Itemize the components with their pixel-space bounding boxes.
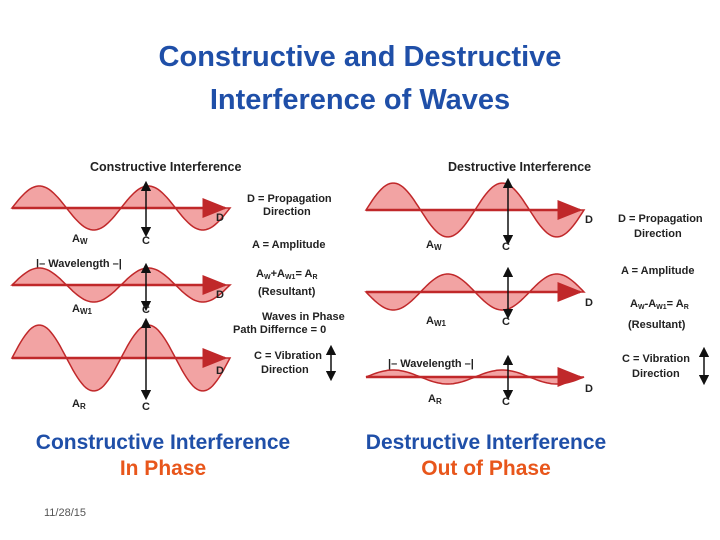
svg-text:A = Amplitude: A = Amplitude: [621, 265, 694, 277]
c-label: C: [502, 241, 510, 253]
destructive-caption-title: Destructive Interference: [365, 431, 607, 454]
destructive-wave-2: AW1 C D: [364, 266, 593, 328]
amplitude-label: AW: [72, 233, 88, 246]
c-label: C: [142, 401, 150, 413]
title-line-1: Constructive and Destructive: [158, 41, 562, 73]
d-label: D: [216, 365, 224, 377]
svg-text:(Resultant): (Resultant): [258, 286, 316, 298]
constructive-wave-1: AW C D: [10, 180, 232, 247]
constructive-caption-title: Constructive Interference: [35, 431, 291, 454]
destructive-panel: Destructive Interference AW C D AW1 C D …: [364, 160, 710, 408]
c-label: C: [142, 304, 150, 316]
svg-text:D = Propagation: D = Propagation: [247, 193, 332, 205]
constructive-wave-3: AR C D: [10, 317, 232, 413]
svg-text:Direction: Direction: [261, 364, 309, 376]
d-label: D: [585, 383, 593, 395]
svg-text:Path Differnce = 0: Path Differnce = 0: [233, 324, 326, 336]
amplitude-label: AW: [426, 239, 442, 252]
svg-text:D = Propagation: D = Propagation: [618, 213, 703, 225]
destructive-caption: Destructive Interference Out of Phase: [352, 430, 620, 482]
svg-text:C = Vibration: C = Vibration: [254, 350, 322, 362]
svg-text:A = Amplitude: A = Amplitude: [252, 239, 325, 251]
constructive-heading: Constructive Interference: [90, 160, 241, 174]
svg-text:(Resultant): (Resultant): [628, 319, 686, 331]
slide-title: Constructive and Destructive Interferenc…: [0, 36, 720, 122]
destructive-wave-3: AR C D: [365, 354, 593, 408]
destructive-wave-1: AW C D: [364, 177, 593, 253]
svg-text:C = Vibration: C = Vibration: [622, 353, 690, 365]
c-label: C: [502, 316, 510, 328]
svg-text:AW-AW1= AR: AW-AW1= AR: [630, 298, 689, 311]
d-label: D: [216, 289, 224, 301]
out-of-phase-caption: Out of Phase: [421, 457, 551, 480]
amplitude-label: AW1: [426, 315, 447, 328]
wavelength-label: |– Wavelength –|: [388, 358, 474, 370]
in-phase-caption: In Phase: [119, 457, 207, 480]
d-label: D: [585, 214, 593, 226]
svg-text:Direction: Direction: [634, 228, 682, 240]
d-label: D: [216, 212, 224, 224]
destructive-legend: D = Propagation Direction A = Amplitude …: [618, 213, 710, 386]
amplitude-label: AW1: [72, 303, 93, 316]
c-label: C: [502, 396, 510, 408]
svg-text:Waves in Phase: Waves in Phase: [262, 311, 345, 323]
constructive-caption: Constructive Interference In Phase: [18, 430, 308, 482]
destructive-heading: Destructive Interference: [448, 160, 591, 174]
svg-text:Direction: Direction: [263, 206, 311, 218]
title-line-2: Interference of Waves: [209, 84, 511, 116]
constructive-wave-2: AW1 C D: [10, 262, 232, 316]
amplitude-label: AR: [72, 398, 86, 411]
constructive-panel: Constructive Interference AW C D |– Wave…: [10, 160, 345, 413]
amplitude-label: AR: [428, 393, 442, 406]
c-label: C: [142, 235, 150, 247]
slide-date: 11/28/15: [44, 507, 87, 519]
svg-text:Direction: Direction: [632, 368, 680, 380]
d-label: D: [585, 297, 593, 309]
wavelength-label: |– Wavelength –|: [36, 258, 122, 270]
svg-text:AW+AW1= AR: AW+AW1= AR: [256, 268, 318, 281]
constructive-legend: D = Propagation Direction A = Amplitude …: [233, 193, 345, 382]
